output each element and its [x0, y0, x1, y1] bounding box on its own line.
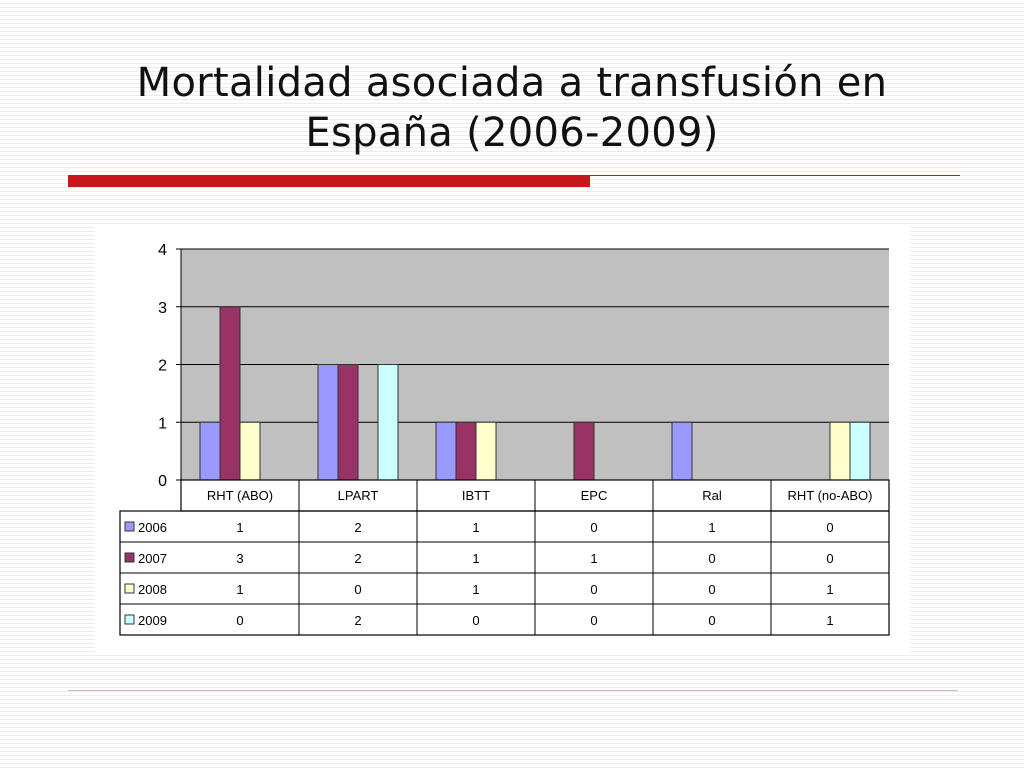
bar: [239, 421, 261, 481]
data-table-cell: 1: [708, 520, 715, 535]
x-category-label: EPC: [581, 488, 608, 503]
bar: [435, 421, 457, 481]
data-table-cell: 1: [472, 551, 479, 566]
slide-title-line-1: Mortalidad asociada a transfusión en: [136, 60, 888, 106]
x-category-label: RHT (no-ABO): [788, 488, 873, 503]
x-category-label: Ral: [702, 488, 722, 503]
x-category-label: LPART: [338, 488, 379, 503]
data-table-cell: 0: [590, 520, 597, 535]
slide-title-line-2: España (2006-2009): [305, 110, 719, 156]
data-table-cell: 0: [826, 551, 833, 566]
y-tick-label: 1: [158, 415, 167, 432]
data-table-cell: 1: [472, 582, 479, 597]
data-table-cell: 0: [590, 582, 597, 597]
bar: [219, 306, 241, 481]
y-tick-label: 3: [158, 300, 167, 317]
data-table-cell: 0: [236, 613, 243, 628]
data-table-cell: 0: [708, 582, 715, 597]
data-table-cell: 1: [826, 582, 833, 597]
bar: [199, 421, 221, 481]
legend-series-name: 2008: [138, 582, 167, 597]
bar: [671, 421, 693, 481]
data-table-cell: 1: [590, 551, 597, 566]
data-table-cell: 1: [236, 582, 243, 597]
bar: [317, 364, 339, 481]
y-tick-label: 0: [158, 473, 167, 490]
data-table-cell: 2: [354, 613, 361, 628]
data-table-cell: 1: [236, 520, 243, 535]
data-table-cell: 0: [354, 582, 361, 597]
title-underline-thin: [590, 175, 960, 176]
data-table-cell: 1: [472, 520, 479, 535]
data-table-cell: 3: [236, 551, 243, 566]
legend-series-name: 2007: [138, 551, 167, 566]
y-tick-label: 4: [158, 242, 167, 259]
data-table-cell: 0: [590, 613, 597, 628]
title-underline-accent: [68, 175, 590, 187]
data-table-cell: 0: [708, 551, 715, 566]
data-table-cell: 0: [472, 613, 479, 628]
bar: [573, 421, 595, 481]
legend-swatch: [124, 552, 135, 563]
data-table-cell: 0: [708, 613, 715, 628]
y-tick-label: 2: [158, 358, 167, 375]
x-category-label: IBTT: [462, 488, 490, 503]
legend-swatch: [124, 583, 135, 594]
chart-panel: 0 1 2 3 4 RHT (ABO) LPART IBTT EPC Ral RHT (no-ABO…: [95, 224, 910, 652]
data-table-cell: 2: [354, 551, 361, 566]
bar-chart-with-data-table: 0 1 2 3 4 RHT (ABO) LPART IBTT EPC Ral RHT (no-ABO…: [119, 242, 890, 636]
x-category-label: RHT (ABO): [207, 488, 273, 503]
legend-series-name: 2009: [138, 613, 167, 628]
bar: [337, 364, 359, 481]
bar: [455, 421, 477, 481]
legend-series-name: 2006: [138, 520, 167, 535]
footer-divider: [68, 690, 958, 691]
slide-title: Mortalidad asociada a transfusión en Esp…: [60, 58, 964, 158]
bar: [849, 421, 871, 481]
legend-swatch: [124, 521, 135, 532]
data-table-cell: 1: [826, 613, 833, 628]
bar: [829, 421, 851, 481]
bar: [377, 364, 399, 481]
bar: [475, 421, 497, 481]
data-table-cell: 0: [826, 520, 833, 535]
legend-swatch: [124, 614, 135, 625]
data-table-cell: 2: [354, 520, 361, 535]
